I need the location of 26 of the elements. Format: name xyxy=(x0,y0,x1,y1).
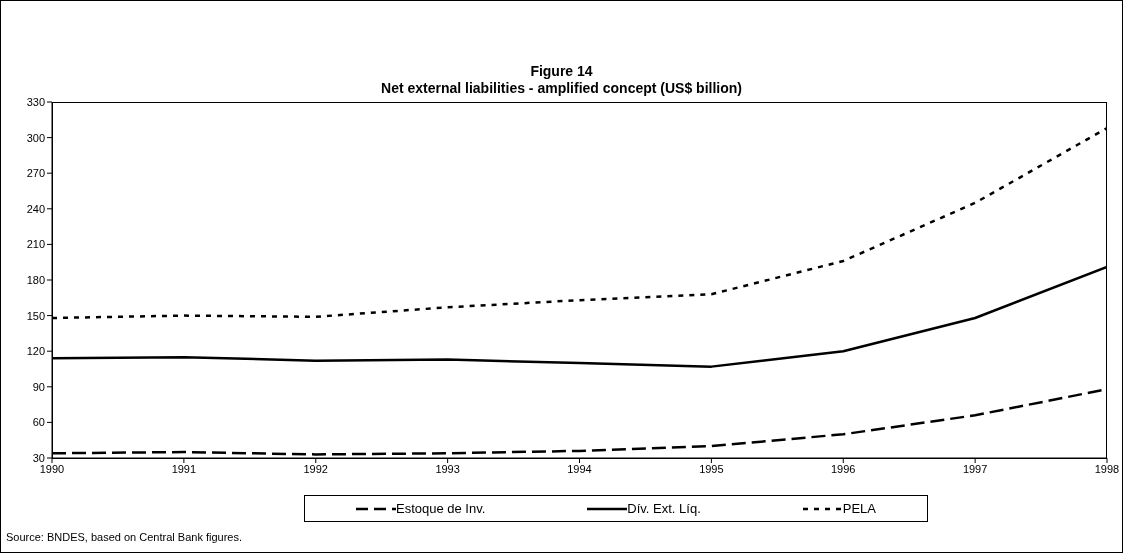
legend-label: PELA xyxy=(842,501,876,516)
chart-subtitle: Net external liabilities - amplified concept (US$ billion) xyxy=(380,80,743,97)
chart-title: Figure 14 xyxy=(529,63,594,80)
x-tick-label: 1997 xyxy=(962,462,988,475)
y-tick-label: 180 xyxy=(26,273,45,286)
y-tick-label: 60 xyxy=(32,416,45,429)
x-tick-label: 1994 xyxy=(567,462,592,475)
y-tick-label: 240 xyxy=(26,202,45,215)
legend-label: Estoque de Inv. xyxy=(395,501,486,516)
x-tick-label: 1995 xyxy=(699,462,724,475)
x-tick-label: 1992 xyxy=(303,462,328,475)
x-tick-label: 1990 xyxy=(39,462,65,475)
y-tick-label: 330 xyxy=(26,95,45,108)
y-tick-label: 120 xyxy=(26,345,45,358)
legend-label: Dív. Ext. Líq. xyxy=(627,501,701,516)
y-tick-label: 30 xyxy=(32,451,45,464)
x-tick-label: 1996 xyxy=(831,462,856,475)
y-tick-label: 210 xyxy=(26,238,45,251)
y-tick-label: 90 xyxy=(32,380,45,393)
y-tick-label: 150 xyxy=(26,309,45,322)
y-tick-label: 270 xyxy=(26,167,45,180)
x-tick-label: 1998 xyxy=(1094,462,1120,475)
source-note: Source: BNDES, based on Central Bank figures. xyxy=(6,531,243,543)
y-tick-label: 300 xyxy=(26,131,45,144)
x-tick-label: 1993 xyxy=(435,462,460,475)
x-tick-label: 1991 xyxy=(171,462,197,475)
